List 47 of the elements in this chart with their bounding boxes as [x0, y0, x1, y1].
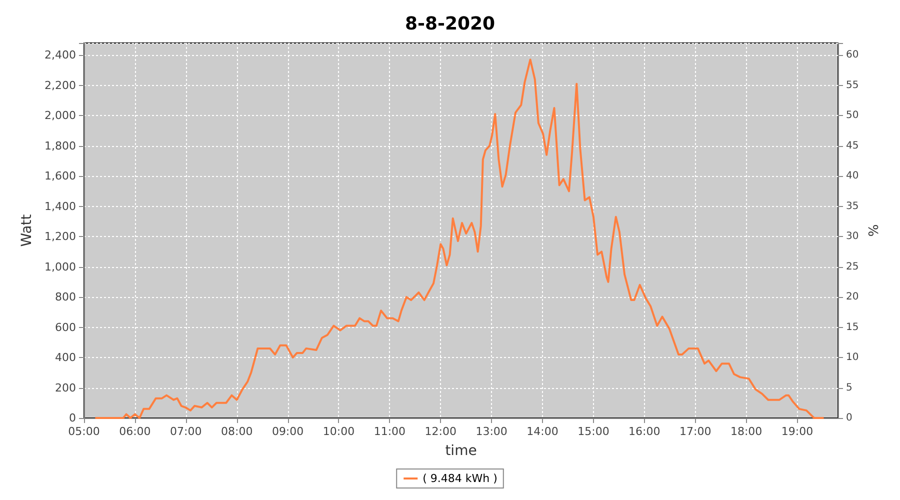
x-tick-label: 12:00 — [424, 425, 456, 438]
y-axis-title: Watt — [19, 214, 35, 247]
x-tick-label: 11:00 — [374, 425, 406, 438]
y2-tick-label: 40 — [846, 170, 859, 182]
y-tick-label: 2,000 — [44, 109, 76, 122]
x-tick-label: 08:00 — [220, 425, 253, 438]
y2-tick-label: 55 — [846, 80, 859, 91]
y-tick-label: 1,000 — [44, 260, 76, 274]
y2-tick-label: 0 — [846, 412, 852, 424]
y-tick-label: 1,600 — [44, 170, 76, 183]
y-tick-label: 800 — [55, 290, 76, 304]
x-tick-label: 13:00 — [476, 425, 508, 438]
x-axis-title: time — [445, 443, 477, 459]
y-tick-label: 2,400 — [44, 48, 76, 62]
x-tick-label: 16:00 — [628, 425, 660, 438]
x-tick-label: 18:00 — [730, 425, 762, 438]
x-tick-label: 09:00 — [272, 425, 304, 438]
x-tick-label: 06:00 — [119, 425, 151, 438]
y-tick-label: 600 — [55, 320, 76, 334]
x-tick-label: 19:00 — [781, 425, 814, 438]
y2-tick-label: 10 — [846, 352, 859, 364]
y2-tick-label: 60 — [846, 50, 859, 61]
x-tick-label: 15:00 — [578, 425, 610, 438]
y2-tick-label: 50 — [846, 110, 859, 122]
y2-tick-label: 45 — [846, 140, 859, 152]
line-series — [94, 58, 825, 419]
x-tick-label: 05:00 — [68, 425, 100, 438]
y-tick-label: 1,200 — [44, 230, 76, 244]
y2-tick-label: 30 — [846, 231, 859, 242]
y2-tick-label: 25 — [846, 261, 859, 272]
y2-tick-label: 15 — [846, 322, 859, 333]
y-tick-label: 400 — [55, 351, 76, 364]
y2-tick-label: 35 — [846, 200, 859, 212]
y2-tick-label: 5 — [846, 382, 852, 394]
y2-axis-title: % — [867, 224, 882, 237]
y-tick-label: 1,400 — [44, 200, 76, 213]
legend-label: ( 9.484 kWh ) — [422, 472, 498, 485]
chart-title: 8-8-2020 — [404, 14, 496, 34]
y-tick-label: 0 — [69, 412, 76, 424]
x-tick-label: 17:00 — [680, 425, 712, 438]
y-tick-label: 2,200 — [44, 78, 76, 92]
y-tick-label: 200 — [55, 381, 76, 394]
x-tick-label: 14:00 — [526, 425, 558, 438]
y2-tick-label: 20 — [846, 292, 859, 303]
y-tick-label: 1,800 — [44, 139, 76, 152]
x-tick-label: 10:00 — [322, 425, 355, 438]
x-tick-label: 07:00 — [170, 425, 202, 438]
